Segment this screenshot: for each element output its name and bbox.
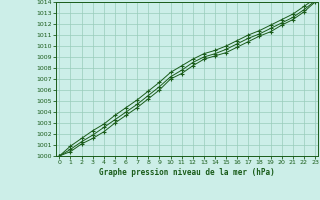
X-axis label: Graphe pression niveau de la mer (hPa): Graphe pression niveau de la mer (hPa): [99, 168, 275, 177]
